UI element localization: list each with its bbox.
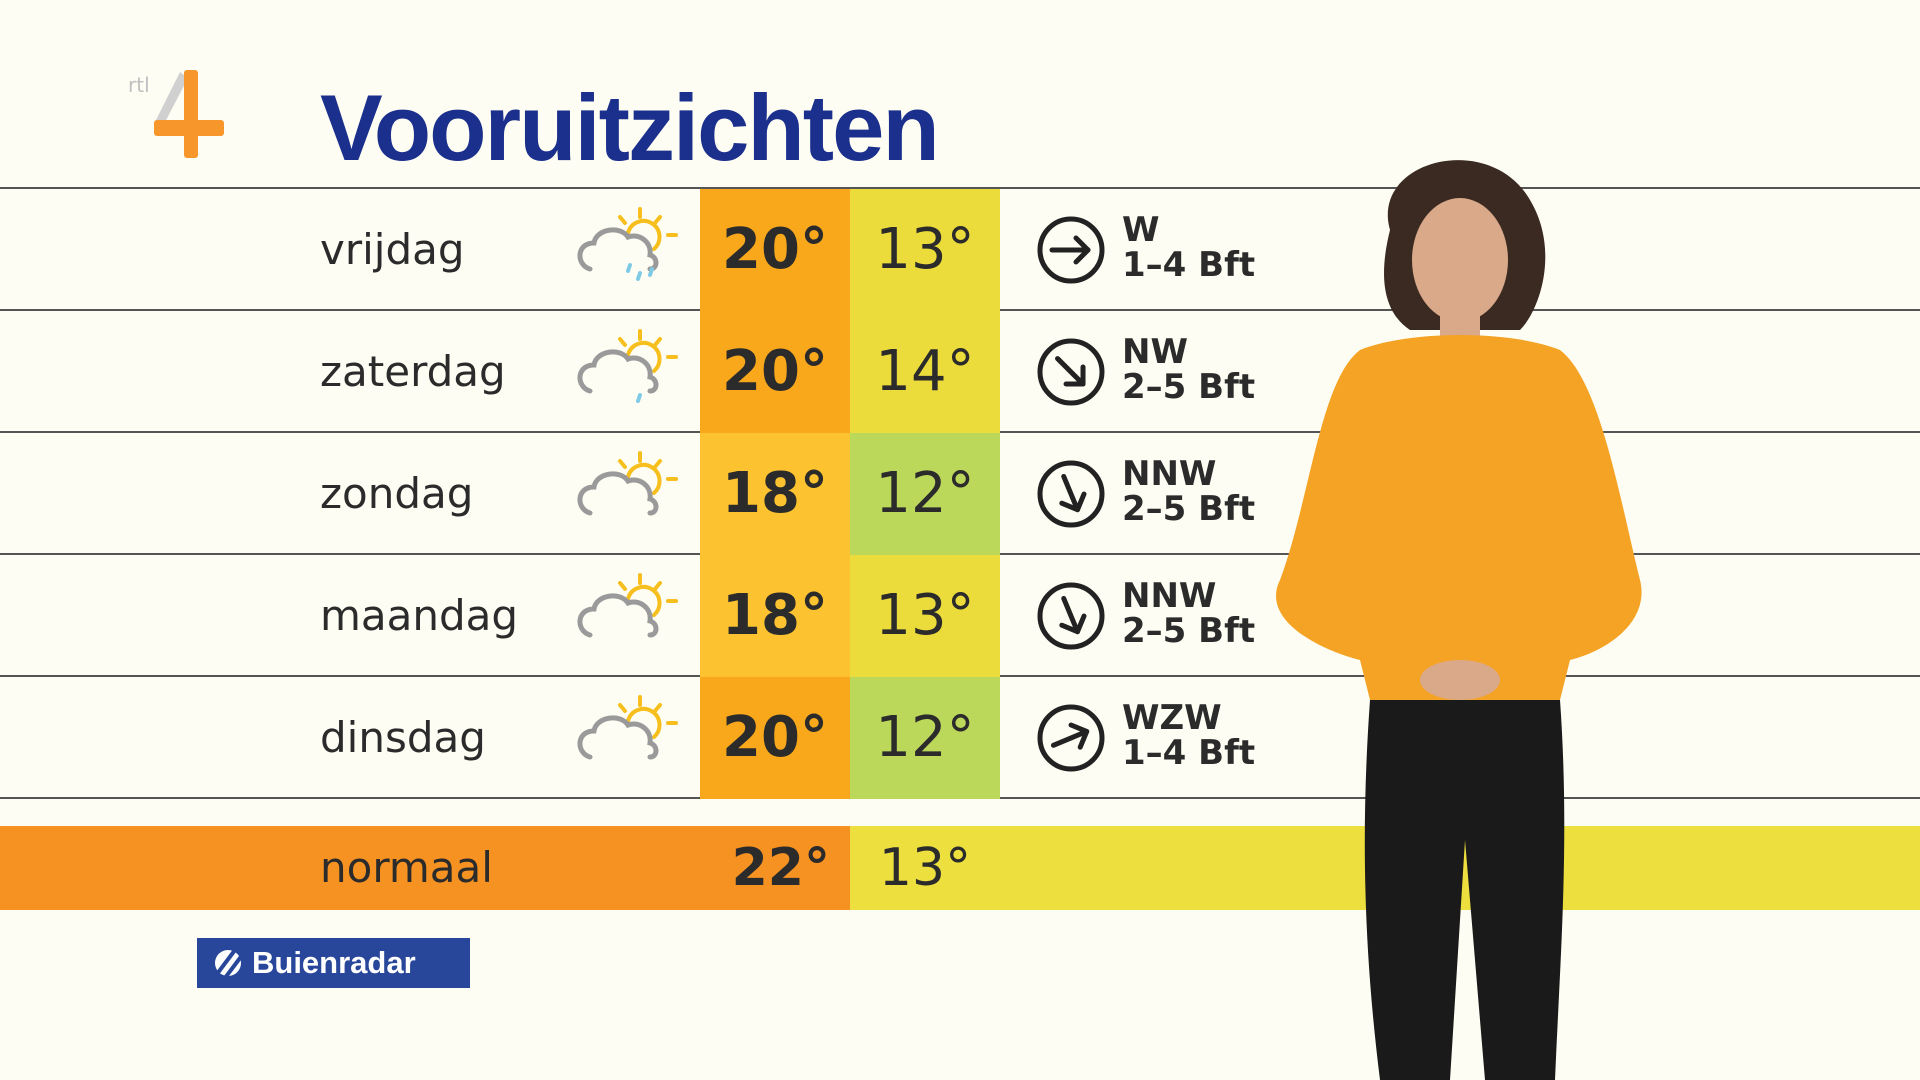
svg-text:rtl: rtl [128, 73, 150, 97]
wind-force: 2–5 Bft [1122, 489, 1256, 529]
wind-info: W 1–4 Bft [1122, 213, 1255, 283]
wind-direction-arrow-icon [1036, 703, 1106, 773]
partly-cloudy-icon [576, 691, 686, 781]
wind-force: 1–4 Bft [1122, 733, 1256, 773]
min-temp: 14° [850, 311, 1000, 433]
wind-direction-arrow-icon [1036, 581, 1106, 651]
max-temp: 20° [700, 311, 850, 433]
forecast-row: vrijdag 20° 13° W 1–4 Bft [0, 189, 1920, 311]
normal-max-temp: 22° [731, 838, 830, 898]
buienradar-icon [215, 948, 245, 978]
max-temp: 20° [700, 677, 850, 799]
wind-direction: WZW [1122, 698, 1222, 738]
min-temp: 12° [850, 677, 1000, 799]
wind-direction-arrow-icon [1036, 215, 1106, 285]
wind-direction-arrow-icon [1036, 337, 1106, 407]
normal-label: normaal [320, 843, 493, 892]
buienradar-logo: Buienradar [197, 938, 470, 988]
partly-cloudy-rain-icon [576, 203, 686, 293]
min-temp: 13° [850, 189, 1000, 311]
day-name: zaterdag [320, 347, 506, 396]
buienradar-label: Buienradar [252, 945, 416, 980]
normal-min-temp: 13° [878, 838, 972, 898]
forecast-row: maandag 18° 13° NNW 2–5 Bft [0, 555, 1920, 677]
max-temp: 20° [700, 189, 850, 311]
wind-force: 2–5 Bft [1122, 611, 1256, 651]
wind-info: WZW 1–4 Bft [1122, 701, 1255, 771]
partly-cloudy-icon [576, 569, 686, 659]
wind-force: 1–4 Bft [1122, 245, 1256, 285]
day-name: maandag [320, 591, 519, 640]
forecast-row: zondag 18° 12° NNW 2–5 Bft [0, 433, 1920, 555]
wind-info: NNW 2–5 Bft [1122, 579, 1255, 649]
wind-direction: NW [1122, 332, 1188, 372]
forecast-row: zaterdag 20° 14° NW 2–5 Bft [0, 311, 1920, 433]
min-temp: 13° [850, 555, 1000, 677]
page-title: Vooruitzichten [320, 75, 940, 180]
partly-cloudy-icon [576, 447, 686, 537]
wind-direction: W [1122, 210, 1160, 250]
wind-direction-arrow-icon [1036, 459, 1106, 529]
day-name: vrijdag [320, 225, 465, 274]
max-temp: 18° [700, 555, 850, 677]
min-temp: 12° [850, 433, 1000, 555]
partly-cloudy-light-rain-icon [576, 325, 686, 415]
day-name: dinsdag [320, 713, 486, 762]
wind-direction: NNW [1122, 454, 1217, 494]
row-divider [0, 187, 1920, 189]
rtl4-logo: rtl [128, 70, 224, 158]
max-temp: 18° [700, 433, 850, 555]
normal-max-background [0, 826, 850, 910]
forecast-row: dinsdag 20° 12° WZW 1–4 Bft [0, 677, 1920, 799]
wind-direction: NNW [1122, 576, 1217, 616]
wind-info: NW 2–5 Bft [1122, 335, 1255, 405]
presenter-figure [1276, 160, 1642, 1080]
day-name: zondag [320, 469, 474, 518]
wind-force: 2–5 Bft [1122, 367, 1256, 407]
wind-info: NNW 2–5 Bft [1122, 457, 1255, 527]
